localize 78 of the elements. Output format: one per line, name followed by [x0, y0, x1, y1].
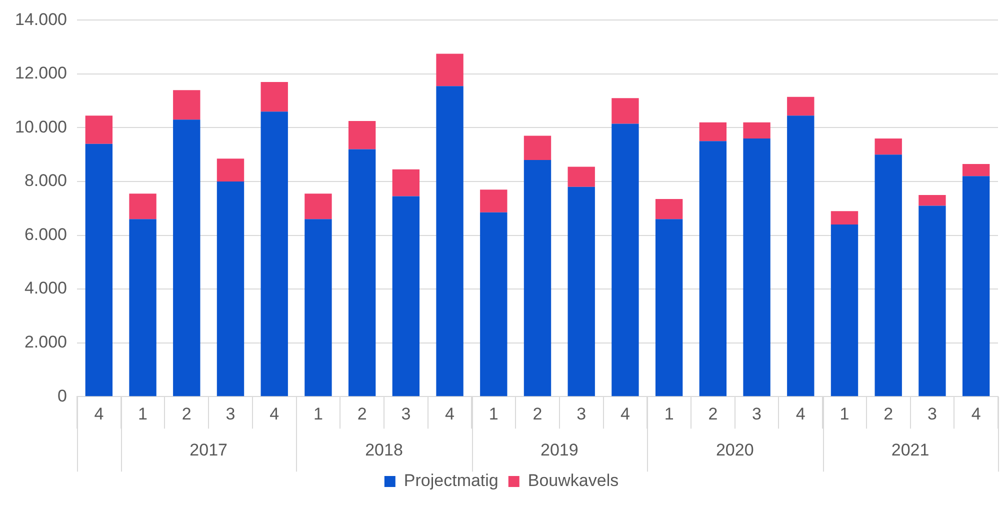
bar [787, 96, 814, 116]
bar [304, 194, 332, 220]
y-tick-label: 0 [58, 386, 67, 406]
bar [129, 219, 156, 396]
bar [699, 122, 727, 142]
bar [962, 176, 990, 396]
bar [743, 122, 770, 138]
bar [129, 194, 156, 220]
bar [436, 86, 464, 396]
x-tick-label: 4 [270, 404, 280, 424]
bar [348, 121, 376, 150]
bar [436, 54, 464, 86]
x-tick-label: 3 [401, 404, 411, 424]
text: 2020 [716, 440, 754, 460]
x-tick-label: 4 [445, 404, 455, 424]
bar [612, 98, 639, 124]
x-tick-label: 3 [576, 404, 586, 424]
bar [655, 198, 683, 220]
text: 2018 [365, 440, 403, 460]
y-tick-label: 10.000 [14, 117, 67, 136]
y-tick-label: 12.000 [14, 64, 67, 83]
y-tick-label: 2.000 [24, 332, 67, 352]
legend-label: Bouwkavels [528, 471, 619, 490]
bar [655, 219, 683, 396]
text: 2017 [190, 440, 228, 460]
x-tick-label: 1 [138, 404, 148, 424]
x-tick-label: 2 [532, 404, 542, 424]
y-tick-label: 6.000 [24, 224, 67, 244]
x-tick-label: 4 [94, 404, 104, 424]
bar [260, 112, 288, 396]
bar [918, 206, 946, 396]
x-tick-label: 1 [488, 404, 498, 424]
bar [962, 164, 990, 176]
x-tick-label: 3 [226, 404, 236, 424]
bar [85, 116, 113, 144]
bar [568, 186, 595, 396]
legend-label: Projectmatig [404, 471, 498, 490]
bar [348, 149, 376, 396]
bar [699, 141, 727, 396]
bar [173, 90, 200, 120]
bar [392, 169, 420, 196]
x-tick-label: 2 [357, 404, 367, 424]
y-tick-label: 14.000 [14, 10, 67, 29]
bar [173, 120, 200, 396]
x-tick-label: 4 [620, 404, 630, 424]
x-tick-label: 3 [752, 404, 762, 424]
bar [304, 219, 332, 396]
y-tick-label: 4.000 [24, 278, 67, 298]
bar [612, 124, 639, 396]
bar [480, 190, 508, 212]
text: 2019 [540, 440, 578, 460]
x-tick-label: 2 [708, 404, 718, 424]
x-tick-label: 1 [313, 404, 323, 424]
bar [216, 182, 244, 396]
x-tick-label: 4 [796, 404, 806, 424]
bar [260, 82, 288, 112]
text: 2021 [891, 440, 930, 460]
bar [524, 160, 552, 396]
x-tick-label: 1 [664, 404, 674, 424]
bar [392, 196, 420, 396]
bar [480, 212, 508, 396]
bar [874, 154, 902, 396]
x-tick-label: 2 [182, 404, 192, 424]
y-tick-label: 8.000 [24, 171, 67, 190]
x-tick-label: 3 [927, 404, 937, 424]
bar [85, 144, 113, 396]
x-tick-label: 4 [971, 404, 981, 424]
bar [568, 166, 595, 187]
bar [216, 158, 244, 182]
bar [830, 224, 858, 396]
bar [743, 138, 770, 396]
bar [918, 194, 946, 206]
bar [874, 138, 902, 155]
bar [787, 116, 814, 396]
x-tick-label: 1 [840, 404, 850, 424]
bar [524, 136, 552, 160]
bar [830, 211, 858, 225]
x-tick-label: 2 [884, 404, 894, 424]
